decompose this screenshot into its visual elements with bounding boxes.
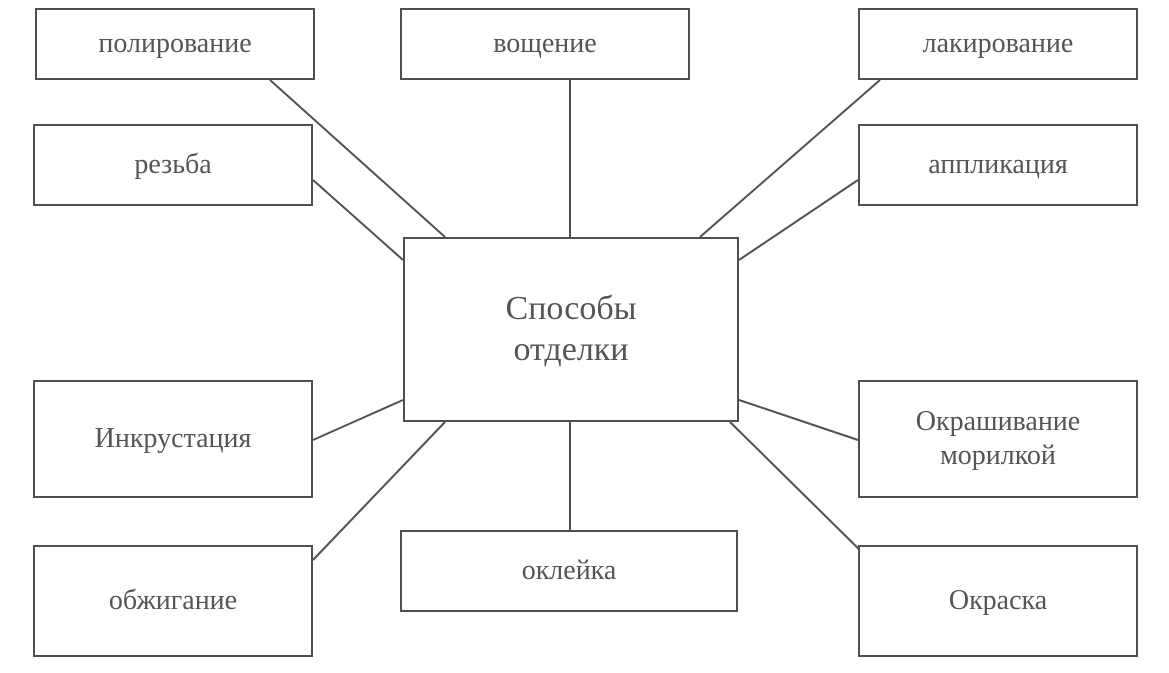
edge-line xyxy=(700,80,880,237)
node-label: вощение xyxy=(493,27,596,61)
node-rezba: резьба xyxy=(33,124,313,206)
node-label: полирование xyxy=(98,27,251,61)
center-node: Способыотделки xyxy=(403,237,739,422)
node-voshchenie: вощение xyxy=(400,8,690,80)
node-inkrustatsiya: Инкрустация xyxy=(33,380,313,498)
node-obzhiganie: обжигание xyxy=(33,545,313,657)
node-applikatsiya: аппликация xyxy=(858,124,1138,206)
node-label: резьба xyxy=(134,148,211,182)
node-label: лакирование xyxy=(923,27,1074,61)
node-polirovanie: полирование xyxy=(35,8,315,80)
node-okleika: оклейка xyxy=(400,530,738,612)
edge-line xyxy=(739,180,858,260)
edge-line xyxy=(739,400,858,440)
node-label: Окрашивание морилкой xyxy=(868,405,1128,472)
edge-line xyxy=(730,422,870,560)
diagram-container: Способыотделки полирование вощение лакир… xyxy=(0,0,1169,673)
node-label: Инкрустация xyxy=(95,422,252,456)
edge-line xyxy=(313,180,403,260)
center-node-label: Способыотделки xyxy=(506,289,637,371)
node-okraska: Окраска xyxy=(858,545,1138,657)
node-label: Окраска xyxy=(949,584,1047,618)
node-label: обжигание xyxy=(109,584,237,618)
node-okrashivanie: Окрашивание морилкой xyxy=(858,380,1138,498)
edge-line xyxy=(313,400,403,440)
node-label: оклейка xyxy=(522,554,617,588)
node-lakirovanie: лакирование xyxy=(858,8,1138,80)
node-label: аппликация xyxy=(928,148,1067,182)
